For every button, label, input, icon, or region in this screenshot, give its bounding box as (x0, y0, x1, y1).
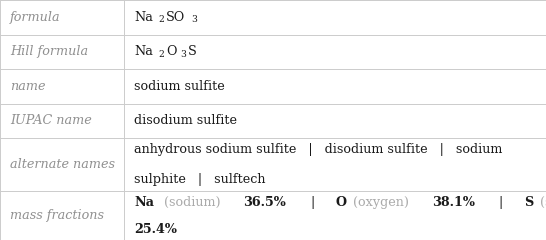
Text: (sodium): (sodium) (160, 196, 225, 209)
Text: name: name (10, 80, 45, 93)
Text: formula: formula (10, 11, 61, 24)
Text: (sulfur): (sulfur) (536, 196, 546, 209)
Text: sulphite   |   sulftech: sulphite | sulftech (134, 173, 266, 186)
Text: 25.4%: 25.4% (134, 223, 177, 236)
Text: mass fractions: mass fractions (10, 209, 104, 222)
Text: sodium sulfite: sodium sulfite (134, 80, 225, 93)
Text: |: | (299, 196, 327, 209)
Text: 3: 3 (180, 50, 186, 59)
Text: S: S (187, 45, 196, 58)
Text: |: | (487, 196, 515, 209)
Text: 2: 2 (159, 50, 164, 59)
Text: anhydrous sodium sulfite   |   disodium sulfite   |   sodium: anhydrous sodium sulfite | disodium sulf… (134, 143, 503, 156)
Text: Na: Na (134, 45, 153, 58)
Text: Na: Na (134, 11, 153, 24)
Text: O: O (166, 45, 177, 58)
Text: 2: 2 (159, 15, 164, 24)
Text: Hill formula: Hill formula (10, 45, 88, 58)
Text: SO: SO (166, 11, 186, 24)
Text: 38.1%: 38.1% (432, 196, 475, 209)
Text: IUPAC name: IUPAC name (10, 114, 92, 127)
Text: 3: 3 (191, 15, 197, 24)
Text: 36.5%: 36.5% (244, 196, 286, 209)
Text: alternate names: alternate names (10, 158, 115, 171)
Text: (oxygen): (oxygen) (349, 196, 413, 209)
Text: S: S (524, 196, 533, 209)
Text: disodium sulfite: disodium sulfite (134, 114, 238, 127)
Text: Na: Na (134, 196, 155, 209)
Text: O: O (335, 196, 346, 209)
